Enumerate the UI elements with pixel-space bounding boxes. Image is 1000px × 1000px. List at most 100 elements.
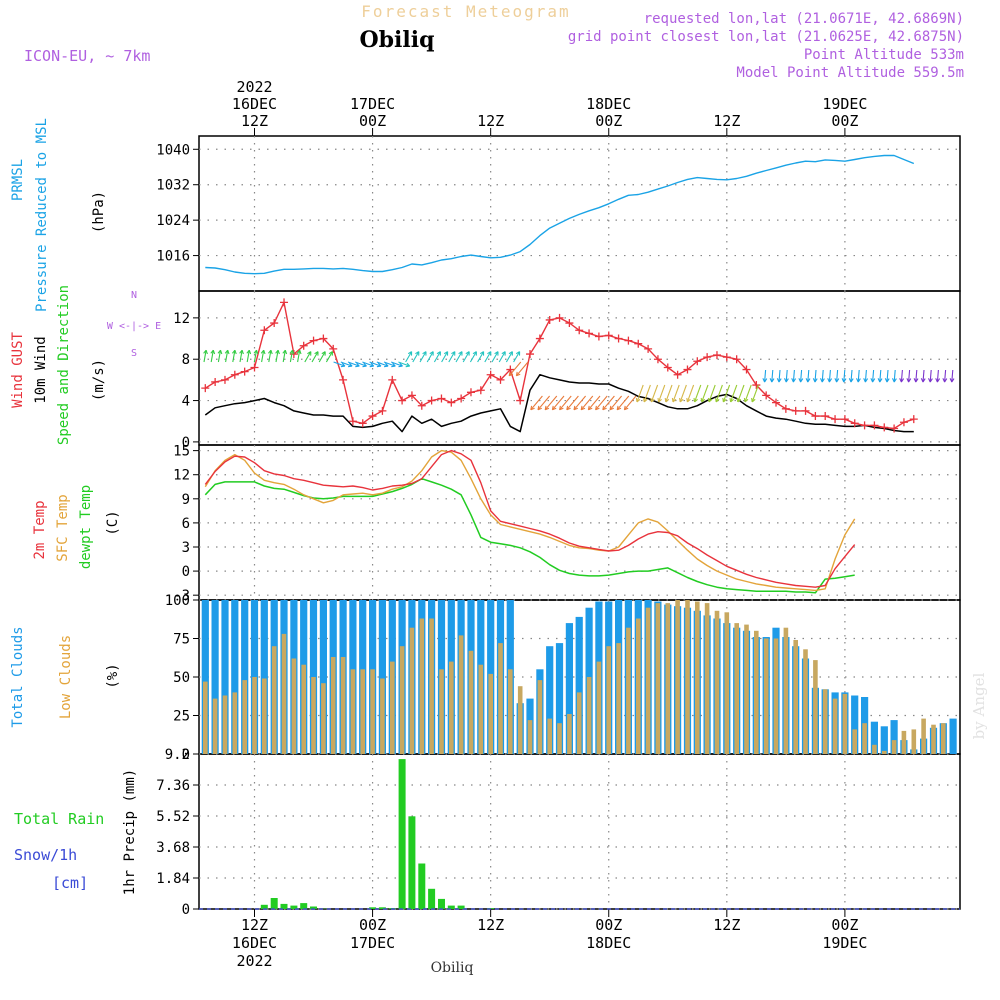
gust-marker-29 — [476, 386, 485, 395]
gust-marker-45 — [634, 339, 643, 348]
low-cloud-bar-52 — [704, 603, 710, 754]
wind-arrow-head — [515, 351, 521, 356]
low-cloud-bar-39 — [576, 692, 582, 754]
wind-arrow-shaft — [843, 369, 846, 383]
wind-arrow-head — [679, 397, 684, 403]
low-cloud-bar-35 — [537, 680, 543, 754]
precip-bar-15 — [447, 905, 455, 909]
gust-marker-54 — [722, 353, 731, 362]
low-cloud-bar-62 — [803, 649, 808, 754]
gust-marker-8 — [270, 319, 279, 328]
gust-marker-63 — [811, 412, 820, 421]
wind-arrow-head — [877, 378, 883, 383]
wind-arrow-head — [693, 397, 698, 403]
wind-arrow-shaft — [544, 395, 558, 411]
wind-arrow-shaft — [433, 351, 441, 363]
gust-marker-16 — [348, 417, 357, 426]
low-cloud-bar-50 — [685, 600, 690, 754]
wind-arrow-shaft — [304, 351, 312, 363]
temp-2m-line — [204, 449, 856, 588]
wind-arrow-shaft — [203, 350, 207, 363]
low-cloud-bar-64 — [822, 689, 828, 754]
top-time-label-0-0: 2022 — [236, 78, 272, 96]
wind-arrow-shaft — [225, 350, 229, 363]
gust-marker-13 — [319, 334, 328, 343]
total-cloud-bar-13 — [319, 600, 327, 754]
wind-arrow-shaft — [419, 351, 427, 363]
wind-arrow-head — [465, 351, 470, 356]
wind-arrow-head — [573, 405, 579, 411]
wind-arrow-shaft — [665, 384, 673, 403]
low-cloud-bar-20 — [390, 661, 395, 754]
wind-arrow-shaft — [778, 369, 781, 383]
gust-marker-70 — [880, 423, 889, 432]
wind-arrow-head — [856, 378, 861, 383]
gust-marker-5 — [240, 367, 249, 376]
low-cloud-bar-58 — [763, 638, 769, 754]
sfc-label: SFC Temp — [55, 494, 71, 561]
gust-marker-24 — [427, 396, 436, 405]
gust-marker-28 — [466, 388, 475, 397]
wind-arrow-shaft — [239, 350, 243, 363]
wind-arrow-shaft — [658, 384, 666, 403]
gust-marker-10 — [289, 350, 298, 359]
clouds-ytick-label-1: 25 — [173, 709, 190, 725]
wind-arrow-head — [664, 397, 670, 403]
wind-arrow-shaft — [908, 369, 911, 383]
gust-marker-14 — [329, 344, 338, 353]
low-cloud-bar-2 — [212, 698, 218, 754]
low-cloud-bar-46 — [645, 607, 651, 754]
precip-bar-5 — [310, 906, 317, 909]
wind-arrow-shaft — [369, 361, 382, 367]
wind-arrow-head — [841, 378, 847, 383]
total-cloud-bar-19 — [378, 600, 386, 754]
wind-arrow-shaft — [505, 351, 513, 363]
wind-arrow-head — [267, 349, 273, 355]
wind-arrow-head — [479, 351, 485, 356]
top-time-label-5-0: 19DEC — [822, 95, 867, 113]
wind-arrow-head — [722, 397, 727, 403]
wind-arrow-head — [231, 349, 237, 355]
wind-arrow-shaft — [672, 384, 680, 403]
top-time-label-5-1: 00Z — [831, 112, 858, 130]
compass-west-east: W <-|-> E — [107, 321, 161, 332]
gust-marker-11 — [299, 341, 308, 350]
total-cloud-bar-71 — [890, 720, 898, 754]
low-cloud-bar-61 — [793, 640, 798, 754]
wind-arrow-shaft — [559, 395, 572, 411]
gust-marker-3 — [220, 375, 229, 384]
wind-arrow-head — [348, 362, 353, 368]
wind-arrow-head — [935, 378, 941, 383]
model-altitude: Model Point Altitude 559.5m — [736, 65, 964, 81]
gust-marker-22 — [407, 391, 416, 400]
bottom-time-label-3-0: 00Z — [595, 916, 622, 934]
wind-label: 10m Wind — [33, 336, 49, 403]
pressure-label-1: Pressure Reduced to MSL — [34, 118, 50, 312]
wind-arrow-shaft — [282, 350, 286, 363]
wind-arrow-shaft — [355, 361, 367, 367]
low-cloud-bar-41 — [596, 661, 602, 754]
gust-label: Wind GUST — [10, 332, 26, 408]
precip-bar-3 — [290, 905, 298, 909]
wind-arrow-head — [253, 349, 259, 355]
wind-arrow-head — [362, 362, 367, 368]
precip-ytick-label-1: 1.84 — [156, 871, 190, 887]
low-cloud-bar-8 — [271, 646, 277, 754]
wind-arrow-head — [736, 397, 742, 403]
precip-bar-13 — [428, 888, 436, 909]
precip-bar-1 — [270, 898, 278, 909]
low-cloud-bar-53 — [714, 610, 720, 754]
clouds-unit: (%) — [105, 663, 121, 688]
wind-arrow-head — [275, 349, 280, 355]
wind-arrow-head — [870, 378, 876, 383]
wind-arrow-head — [376, 362, 382, 368]
pressure-ytick-label-3: 1040 — [156, 142, 190, 158]
low-cloud-bar-24 — [429, 618, 434, 754]
wind-arrow-head — [559, 405, 564, 411]
wind-arrow-shaft — [828, 369, 831, 383]
wind-arrow-shaft — [217, 350, 222, 363]
wind-arrow-shaft — [785, 369, 788, 383]
gust-marker-62 — [801, 406, 810, 415]
low-cloud-bar-45 — [636, 618, 641, 754]
